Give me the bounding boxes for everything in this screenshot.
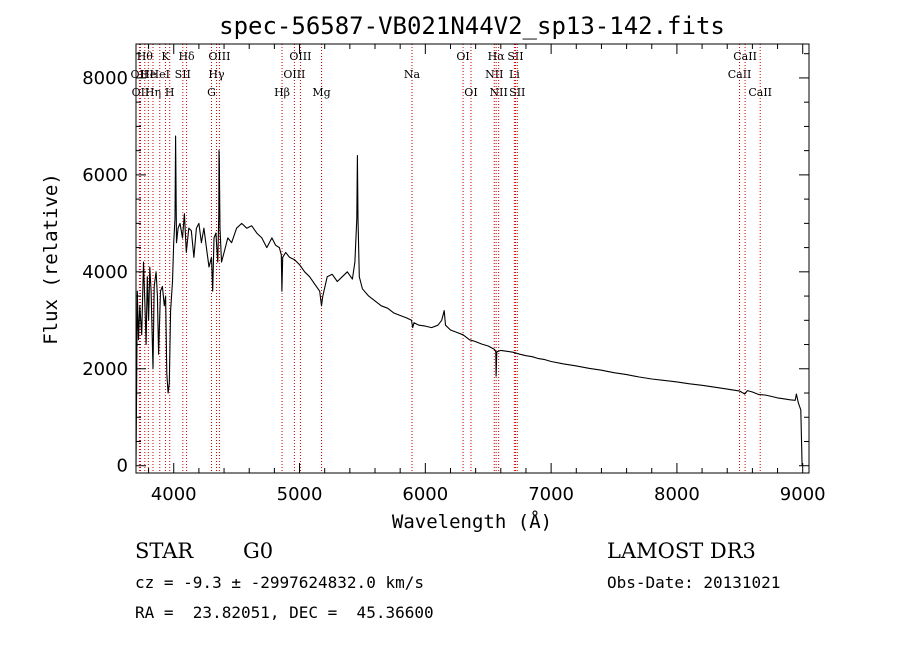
y-axis-label: Flux (relative) <box>40 173 62 345</box>
marker-label-20: NII <box>485 68 503 81</box>
x-tick-label-5: 9000 <box>780 484 826 505</box>
marker-label-5: HeI <box>150 68 170 81</box>
y-tick-label-4: 8000 <box>82 68 128 89</box>
x-axis-label: Wavelength (Å) <box>392 510 552 533</box>
x-tick-label-2: 6000 <box>402 484 448 505</box>
marker-label-15: OIII <box>289 50 311 63</box>
marker-label-22: NII <box>490 86 508 99</box>
x-tick-label-1: 5000 <box>277 484 323 505</box>
marker-label-9: Hδ <box>178 50 195 63</box>
marker-label-23: Li <box>509 68 520 81</box>
x-tick-label-4: 8000 <box>654 484 700 505</box>
marker-label-14: OIII <box>283 68 305 81</box>
y-tick-label-1: 2000 <box>82 359 128 380</box>
emission-line-markers: OIIOIIHθHeHηHeIKHSIIHδGHγOIIIHβOIIIOIIIM… <box>131 44 772 473</box>
redshift-readout: cz = -9.3 ± -2997624832.0 km/s <box>135 573 424 592</box>
marker-label-10: G <box>207 86 216 99</box>
marker-label-21: Hα <box>488 50 506 63</box>
marker-label-26: CaII <box>728 68 752 81</box>
marker-label-24: SII <box>507 50 523 63</box>
spectrum-series <box>135 135 803 466</box>
y-tick-label-0: 0 <box>117 456 128 477</box>
object-subclass: G0 <box>243 539 274 563</box>
chart-title: spec-56587-VB021N44V2_sp13-142.fits <box>219 12 725 40</box>
marker-label-25: SII <box>509 86 525 99</box>
marker-label-27: CaII <box>733 50 757 63</box>
marker-label-7: H <box>165 86 175 99</box>
marker-label-17: Na <box>404 68 421 81</box>
marker-label-19: OI <box>464 86 477 99</box>
x-tick-label-0: 4000 <box>151 484 197 505</box>
spectrum-line <box>135 135 803 466</box>
survey-name: LAMOST DR3 <box>607 539 756 563</box>
observation-date: Obs-Date: 20131021 <box>607 573 781 592</box>
x-tick-label-3: 7000 <box>528 484 574 505</box>
marker-label-16: Mg <box>312 86 330 99</box>
y-tick-label-3: 6000 <box>82 165 128 186</box>
object-class: STAR <box>135 539 194 563</box>
marker-label-2: Hθ <box>137 50 154 63</box>
marker-label-12: OIII <box>208 50 230 63</box>
marker-label-11: Hγ <box>208 68 225 81</box>
marker-label-6: K <box>161 50 170 63</box>
marker-label-13: Hβ <box>274 86 290 99</box>
y-axis-ticks: 0 2000 4000 6000 8000 <box>82 53 809 477</box>
marker-label-8: SII <box>175 68 191 81</box>
marker-label-18: OI <box>456 50 469 63</box>
marker-label-28: CaII <box>748 86 772 99</box>
marker-label-4: Hη <box>145 86 161 99</box>
x-axis-ticks: 4000 5000 6000 7000 8000 9000 <box>148 44 826 505</box>
y-tick-label-2: 4000 <box>82 262 128 283</box>
coordinates-readout: RA = 23.82051, DEC = 45.36600 <box>135 603 434 622</box>
plot-frame <box>135 43 810 474</box>
